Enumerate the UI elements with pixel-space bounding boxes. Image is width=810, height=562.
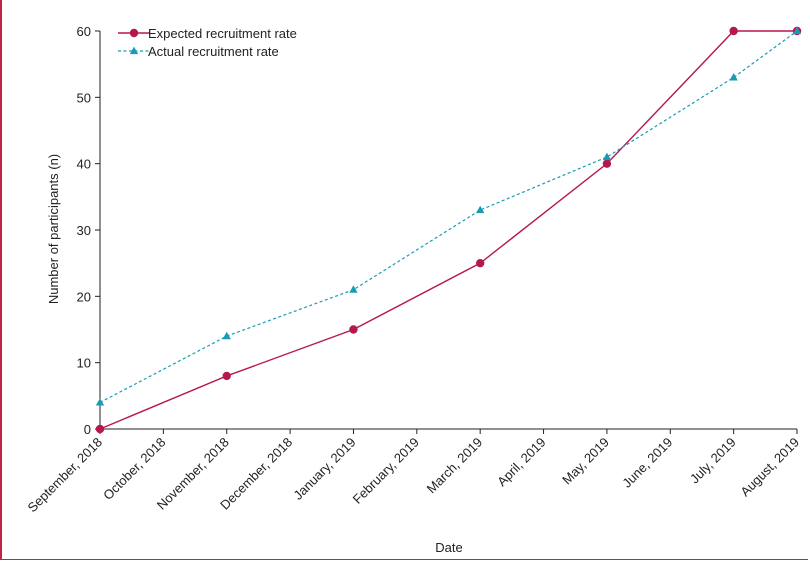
data-point	[95, 424, 105, 434]
series-line	[99, 30, 797, 430]
x-tick-label: March, 2019	[424, 435, 486, 497]
y-tick-label: 30	[77, 223, 91, 238]
x-tick-label: October, 2018	[100, 435, 168, 503]
y-tick-label: 10	[77, 356, 91, 371]
series-line	[99, 30, 798, 403]
legend-item: Expected recruitment rate	[118, 26, 297, 41]
x-tick-label: May, 2019	[559, 435, 612, 488]
x-tick-label: July, 2019	[687, 435, 739, 487]
y-tick-label: 20	[77, 289, 91, 304]
legend-label: Expected recruitment rate	[148, 26, 297, 41]
legend-label: Actual recruitment rate	[148, 44, 279, 59]
data-point	[729, 73, 738, 81]
data-point	[349, 285, 358, 293]
series-expected	[95, 26, 802, 434]
data-point	[792, 26, 802, 35]
data-point	[349, 325, 358, 334]
legend-marker	[129, 28, 139, 38]
data-point	[476, 205, 485, 214]
x-tick-label: August, 2019	[737, 435, 802, 500]
x-axis-title: Date	[435, 540, 462, 555]
y-tick-label: 0	[84, 422, 91, 437]
x-tick-label: February, 2019	[350, 435, 422, 507]
x-tick-label: January, 2019	[290, 435, 358, 503]
data-point	[222, 371, 231, 381]
legend: Expected recruitment rate Actual recruitm…	[118, 26, 297, 59]
x-tick-label: June, 2019	[619, 435, 675, 491]
series-actual	[95, 26, 802, 406]
y-tick-label: 40	[77, 157, 91, 172]
series-layer	[95, 26, 802, 434]
data-point	[222, 331, 231, 340]
y-tick-label: 50	[77, 90, 91, 105]
x-tick-label: April, 2019	[494, 435, 549, 490]
legend-item: Actual recruitment rate	[118, 44, 279, 59]
x-tick-label: September, 2018	[24, 435, 105, 516]
y-tick-label: 60	[77, 24, 91, 39]
data-point	[602, 152, 612, 161]
data-point	[729, 26, 738, 36]
data-point	[602, 159, 612, 168]
y-axis-title: Number of participants (n)	[46, 154, 61, 304]
data-point	[95, 398, 105, 406]
data-point	[475, 258, 485, 268]
legend-marker	[129, 46, 139, 55]
